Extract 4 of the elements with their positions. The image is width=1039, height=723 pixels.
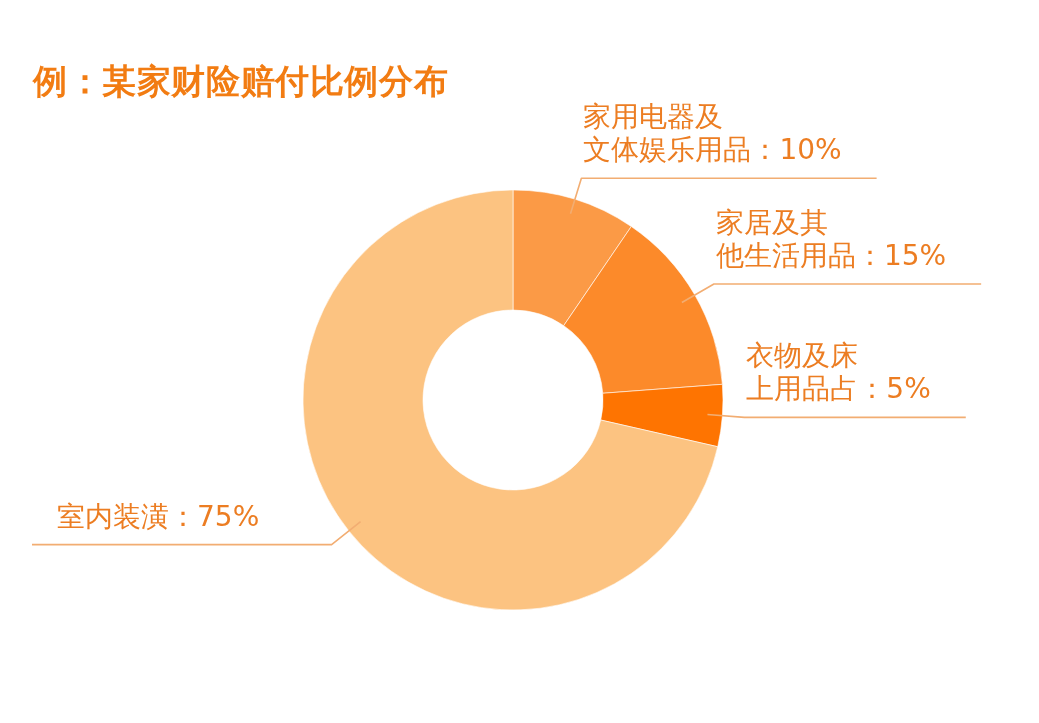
slice-label: 室内装潢：75% xyxy=(57,499,260,533)
slice-label: 家用电器及文体娱乐用品：10% xyxy=(583,100,842,167)
title: 例：某家财险赔付比例分布 xyxy=(33,61,449,101)
slice-label: 衣物及床上用品占：5% xyxy=(746,339,931,406)
